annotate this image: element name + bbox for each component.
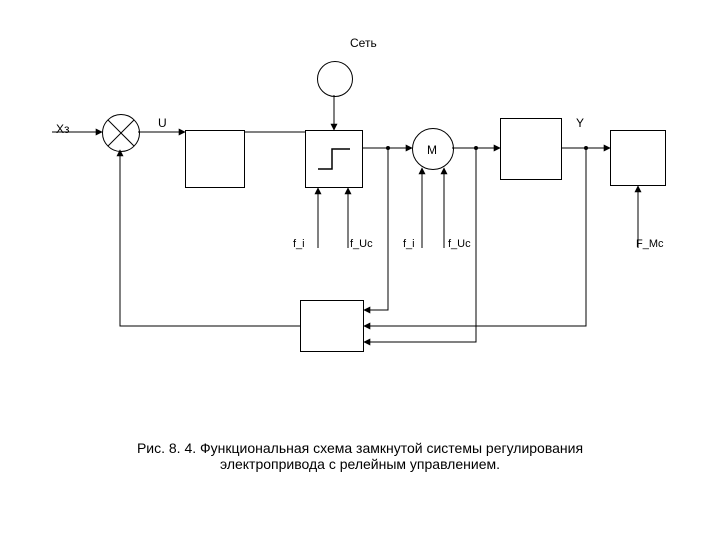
node-ro <box>610 130 666 186</box>
node-relay <box>305 130 363 188</box>
node-red <box>500 118 562 180</box>
relay-step-icon <box>312 139 356 179</box>
label-y: Y <box>576 116 584 130</box>
label-fuc-2: f_Uc <box>448 238 471 250</box>
label-fi-1: f_i <box>293 238 305 250</box>
label-fi-2: f_i <box>403 238 415 250</box>
label-xz: Xз <box>56 122 70 136</box>
label-fuc-1: f_Uc <box>350 238 373 250</box>
node-motor <box>412 128 454 170</box>
label-network: Сеть <box>350 36 377 50</box>
caption-line-2: электропривода с релейным управлением. <box>220 456 500 472</box>
node-reg <box>185 130 245 188</box>
figure-caption: Рис. 8. 4. Функциональная схема замкнуто… <box>0 440 720 472</box>
label-u: U <box>158 116 167 130</box>
caption-line-1: Рис. 8. 4. Функциональная схема замкнуто… <box>137 440 583 456</box>
node-summing-junction <box>102 114 140 152</box>
diagram-canvas: Сеть Xз U Y Рег M Ред РО ИПУ f_i f_Uc f_… <box>0 0 720 540</box>
node-network <box>317 61 353 97</box>
node-ipu <box>300 300 364 352</box>
label-fmc: F_Mc <box>636 238 664 250</box>
